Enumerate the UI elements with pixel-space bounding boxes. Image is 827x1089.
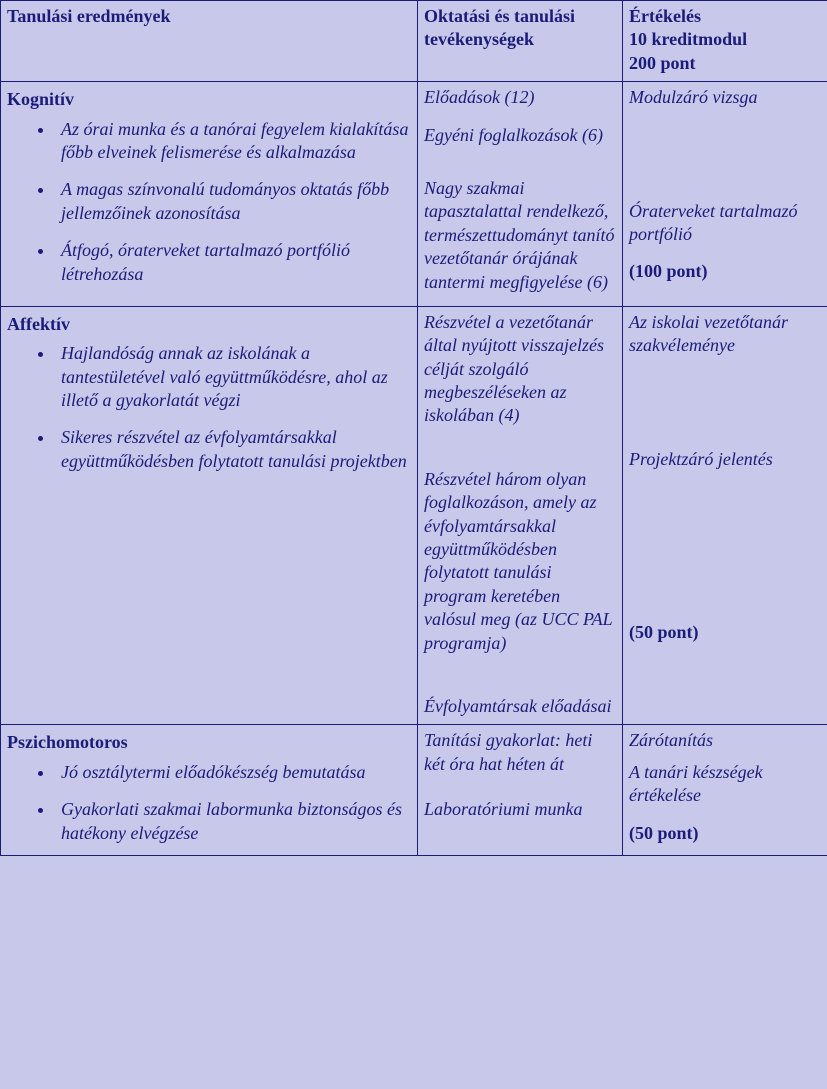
assessment-item: Az iskolai vezetőtanár szakvéleménye: [629, 311, 821, 358]
activities-cell: Előadások (12) Egyéni foglalkozások (6) …: [418, 82, 623, 307]
outcomes-list: Jó osztálytermi előadókészség bemutatása…: [7, 761, 411, 845]
assessment-points: (50 pont): [629, 621, 821, 644]
assessment-item: Óraterveket tartalmazó portfólió: [629, 200, 821, 247]
activities-cell: Tanítási gyakorlat: heti két óra hat hét…: [418, 725, 623, 856]
activity-item: Laboratóriumi munka: [424, 798, 616, 821]
list-item: Az órai munka és a tanórai fegyelem kial…: [55, 118, 411, 165]
activity-item: Részvétel a vezetőtanár által nyújtott v…: [424, 311, 616, 428]
header-col3-line2: 10 kreditmodul: [629, 29, 747, 49]
assessment-item: Modulzáró vizsga: [629, 86, 821, 109]
activity-item: Egyéni foglalkozások (6): [424, 124, 616, 147]
activity-item: Nagy szakmai tapasztalattal rendelkező, …: [424, 177, 616, 294]
header-col2: Oktatási és tanulási tevékenységek: [418, 1, 623, 82]
section-title: Kognitív: [7, 88, 411, 111]
assessment-item: Projektzáró jelentés: [629, 448, 821, 471]
outcomes-list: Hajlandóság annak az iskolának a tantest…: [7, 342, 411, 473]
assessment-item: A tanári készségek értékelése: [629, 761, 821, 808]
assessment-cell: Az iskolai vezetőtanár szakvéleménye Pro…: [623, 306, 827, 724]
list-item: Jó osztálytermi előadókészség bemutatása: [55, 761, 411, 784]
section-title: Pszichomotoros: [7, 731, 411, 754]
outcomes-list: Az órai munka és a tanórai fegyelem kial…: [7, 118, 411, 286]
header-col3-line3: 200 pont: [629, 53, 696, 73]
assessment-item: Zárótanítás: [629, 729, 821, 752]
activity-item: Évfolyamtársak előadásai: [424, 695, 616, 718]
learning-outcomes-table: Tanulási eredmények Oktatási és tanulási…: [0, 0, 827, 856]
table-header-row: Tanulási eredmények Oktatási és tanulási…: [1, 1, 827, 82]
list-item: Sikeres részvétel az évfolyamtársakkal e…: [55, 426, 411, 473]
header-col3-line1: Értékelés: [629, 6, 701, 26]
activity-item: Tanítási gyakorlat: heti két óra hat hét…: [424, 729, 616, 776]
activity-item: Részvétel három olyan foglalkozáson, ame…: [424, 468, 616, 655]
outcomes-cell: Affektív Hajlandóság annak az iskolának …: [1, 306, 418, 724]
header-col1: Tanulási eredmények: [1, 1, 418, 82]
assessment-cell: Zárótanítás A tanári készségek értékelés…: [623, 725, 827, 856]
table-row: Kognitív Az órai munka és a tanórai fegy…: [1, 82, 827, 307]
section-title: Affektív: [7, 313, 411, 336]
assessment-points: (50 pont): [629, 822, 821, 845]
table-row: Pszichomotoros Jó osztálytermi előadókés…: [1, 725, 827, 856]
assessment-points: (100 pont): [629, 260, 821, 283]
activity-item: Előadások (12): [424, 86, 616, 109]
list-item: Hajlandóság annak az iskolának a tantest…: [55, 342, 411, 412]
outcomes-cell: Pszichomotoros Jó osztálytermi előadókés…: [1, 725, 418, 856]
list-item: Átfogó, óraterveket tartalmazó portfólió…: [55, 239, 411, 286]
outcomes-cell: Kognitív Az órai munka és a tanórai fegy…: [1, 82, 418, 307]
header-col3: Értékelés 10 kreditmodul 200 pont: [623, 1, 827, 82]
list-item: A magas színvonalú tudományos oktatás fő…: [55, 178, 411, 225]
table-row: Affektív Hajlandóság annak az iskolának …: [1, 306, 827, 724]
assessment-cell: Modulzáró vizsga Óraterveket tartalmazó …: [623, 82, 827, 307]
list-item: Gyakorlati szakmai labormunka biztonságo…: [55, 798, 411, 845]
activities-cell: Részvétel a vezetőtanár által nyújtott v…: [418, 306, 623, 724]
